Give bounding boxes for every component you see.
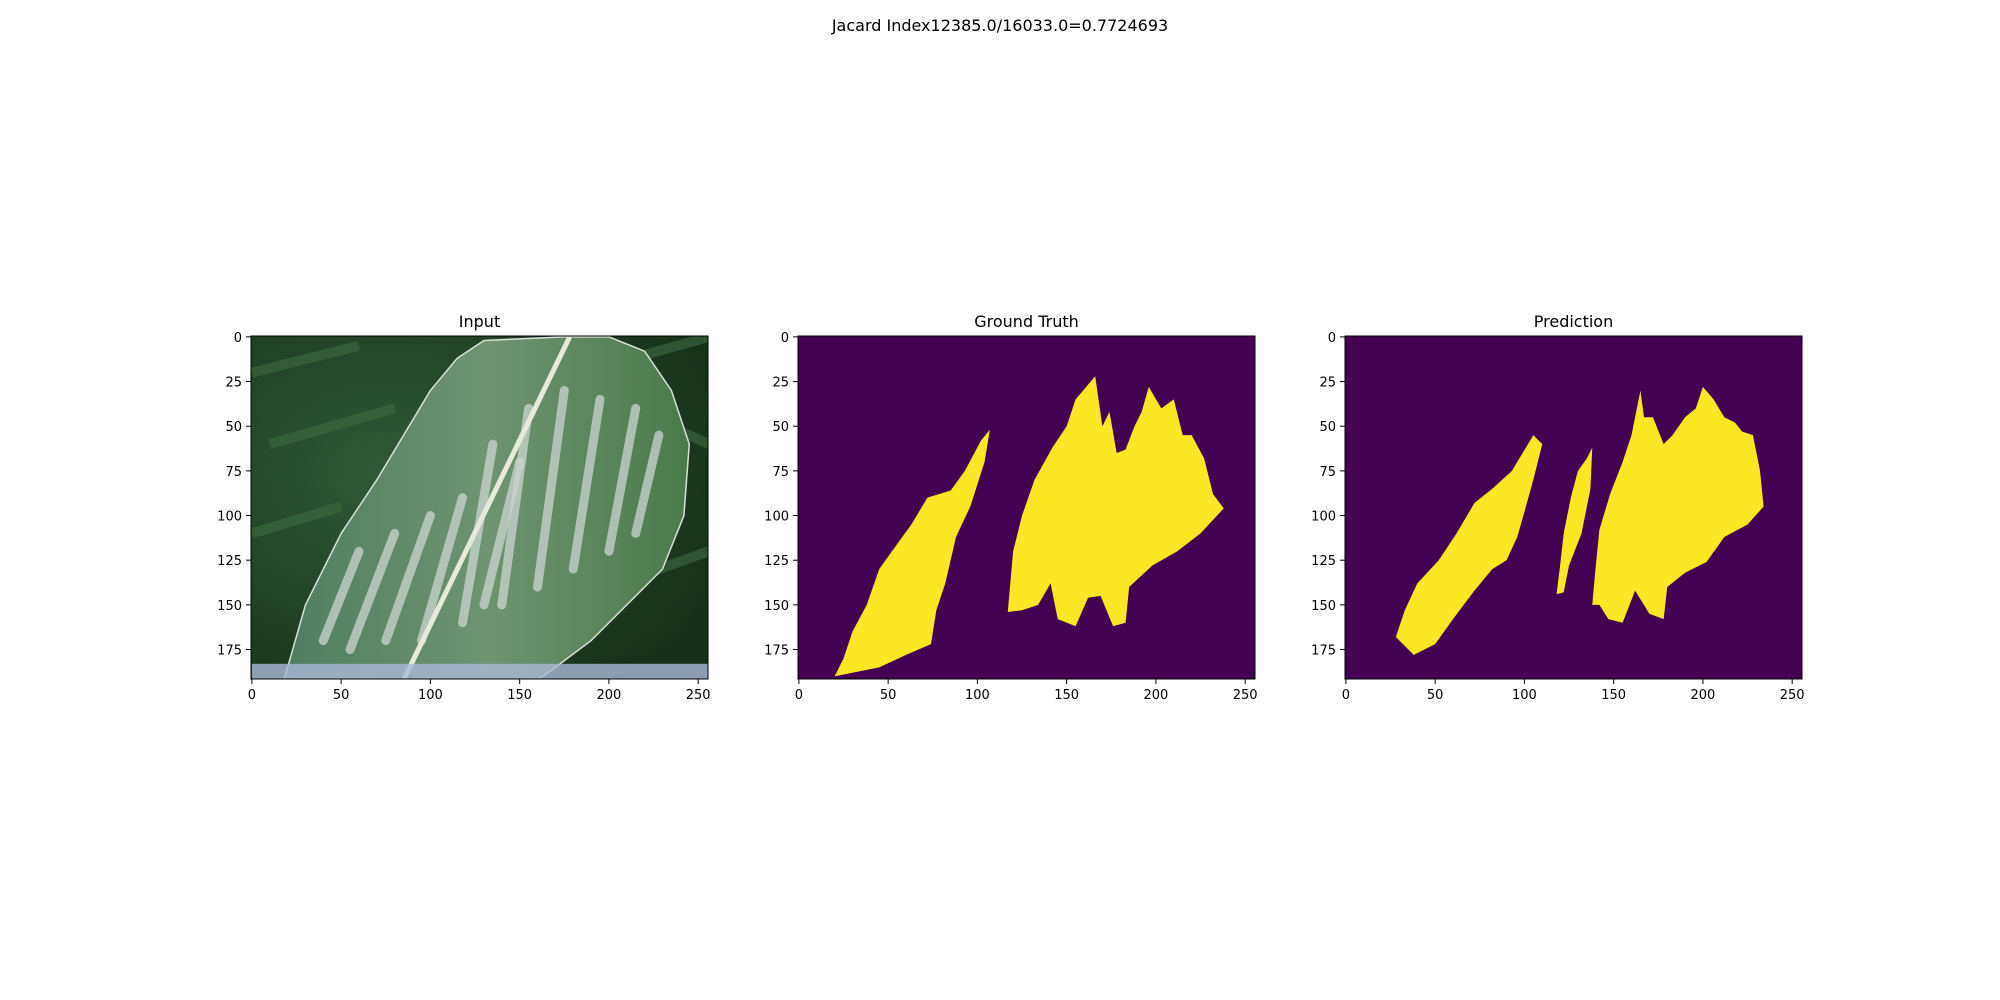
x-tick-label: 200 [597, 688, 622, 703]
x-tick-label: 200 [1691, 688, 1716, 703]
y-tick-label: 0 [234, 331, 242, 346]
x-tick-label: 150 [507, 688, 532, 703]
y-tick-label: 0 [781, 331, 789, 346]
y-tick-label: 100 [1311, 510, 1336, 525]
panel-title: Ground Truth [974, 312, 1079, 331]
lesion-streak [568, 394, 605, 574]
lesion-streak [604, 403, 641, 556]
x-tick-label: 100 [1512, 688, 1537, 703]
x-tick-label: 50 [880, 688, 897, 703]
y-tick-label: 50 [772, 420, 789, 435]
y-tick-label: 175 [1311, 644, 1336, 659]
figure-title: Jacard Index12385.0/16033.0=0.7724693 [831, 16, 1169, 35]
x-tick-label: 250 [686, 688, 711, 703]
x-tick-label: 200 [1144, 688, 1169, 703]
mask-region-1 [834, 429, 990, 677]
panel-title: Prediction [1534, 312, 1613, 331]
y-tick-label: 150 [1311, 599, 1336, 614]
y-tick-label: 75 [1319, 465, 1336, 480]
y-tick-label: 175 [217, 644, 242, 659]
lesion-streak [381, 511, 435, 646]
y-tick-label: 75 [772, 465, 789, 480]
y-tick-label: 25 [225, 376, 242, 391]
x-tick-label: 0 [248, 688, 256, 703]
foliage-stroke [268, 403, 397, 449]
x-tick-label: 150 [1601, 688, 1626, 703]
y-tick-label: 100 [217, 510, 242, 525]
mask-region-2 [1007, 376, 1224, 627]
y-tick-label: 50 [225, 420, 242, 435]
axes-frame [797, 335, 1256, 680]
bottom-object [251, 663, 708, 679]
y-tick-label: 50 [1319, 420, 1336, 435]
image-area [251, 336, 708, 679]
x-tick-label: 150 [1054, 688, 1079, 703]
y-tick-label: 150 [217, 599, 242, 614]
axes-frame [1344, 335, 1803, 680]
image-area [1345, 336, 1802, 679]
y-tick-label: 125 [217, 554, 242, 569]
y-tick-label: 25 [772, 376, 789, 391]
y-tick-label: 150 [764, 599, 789, 614]
mask-region-2 [1556, 447, 1593, 595]
x-tick-label: 100 [965, 688, 990, 703]
image-area [798, 336, 1255, 679]
panel-prediction: Prediction 0 50 100 150 200 250 0 25 50 75 100 125 15… [1311, 312, 1804, 703]
foliage-stroke [643, 336, 708, 360]
lesion-streak [497, 403, 534, 610]
y-tick-label: 175 [764, 644, 789, 659]
leaf-midrib [401, 336, 572, 679]
lesion-streak [318, 546, 364, 646]
axes-frame [250, 335, 709, 680]
foliage-stroke [251, 501, 343, 539]
lesion-streak [631, 430, 664, 538]
x-tick-label: 50 [1427, 688, 1444, 703]
foliage-stroke [251, 340, 361, 378]
lesion-streak [416, 493, 468, 646]
y-tick-label: 25 [1319, 376, 1336, 391]
mask-region-1 [1395, 435, 1543, 655]
y-tick-label: 125 [764, 554, 789, 569]
x-tick-label: 250 [1233, 688, 1258, 703]
x-tick-label: 0 [795, 688, 803, 703]
y-tick-label: 0 [1328, 331, 1336, 346]
panel-ground-truth: Ground Truth 0 50 100 150 200 250 0 25 50 75 100 125… [764, 312, 1257, 703]
mask-region-3 [1592, 386, 1764, 623]
lesion-streak [533, 385, 569, 592]
y-tick-label: 100 [764, 510, 789, 525]
lesion-streak [458, 439, 498, 628]
panel-input: Input 0 50 100 150 200 250 0 25 50 75 100 125 150 175 [217, 312, 710, 703]
x-tick-label: 50 [333, 688, 350, 703]
lesion-streak [479, 457, 525, 610]
lesion-streak [345, 528, 400, 655]
x-tick-label: 250 [1780, 688, 1805, 703]
y-tick-label: 75 [225, 465, 242, 480]
panel-title: Input [459, 312, 500, 331]
x-tick-label: 100 [418, 688, 443, 703]
x-tick-label: 0 [1342, 688, 1350, 703]
y-tick-label: 125 [1311, 554, 1336, 569]
